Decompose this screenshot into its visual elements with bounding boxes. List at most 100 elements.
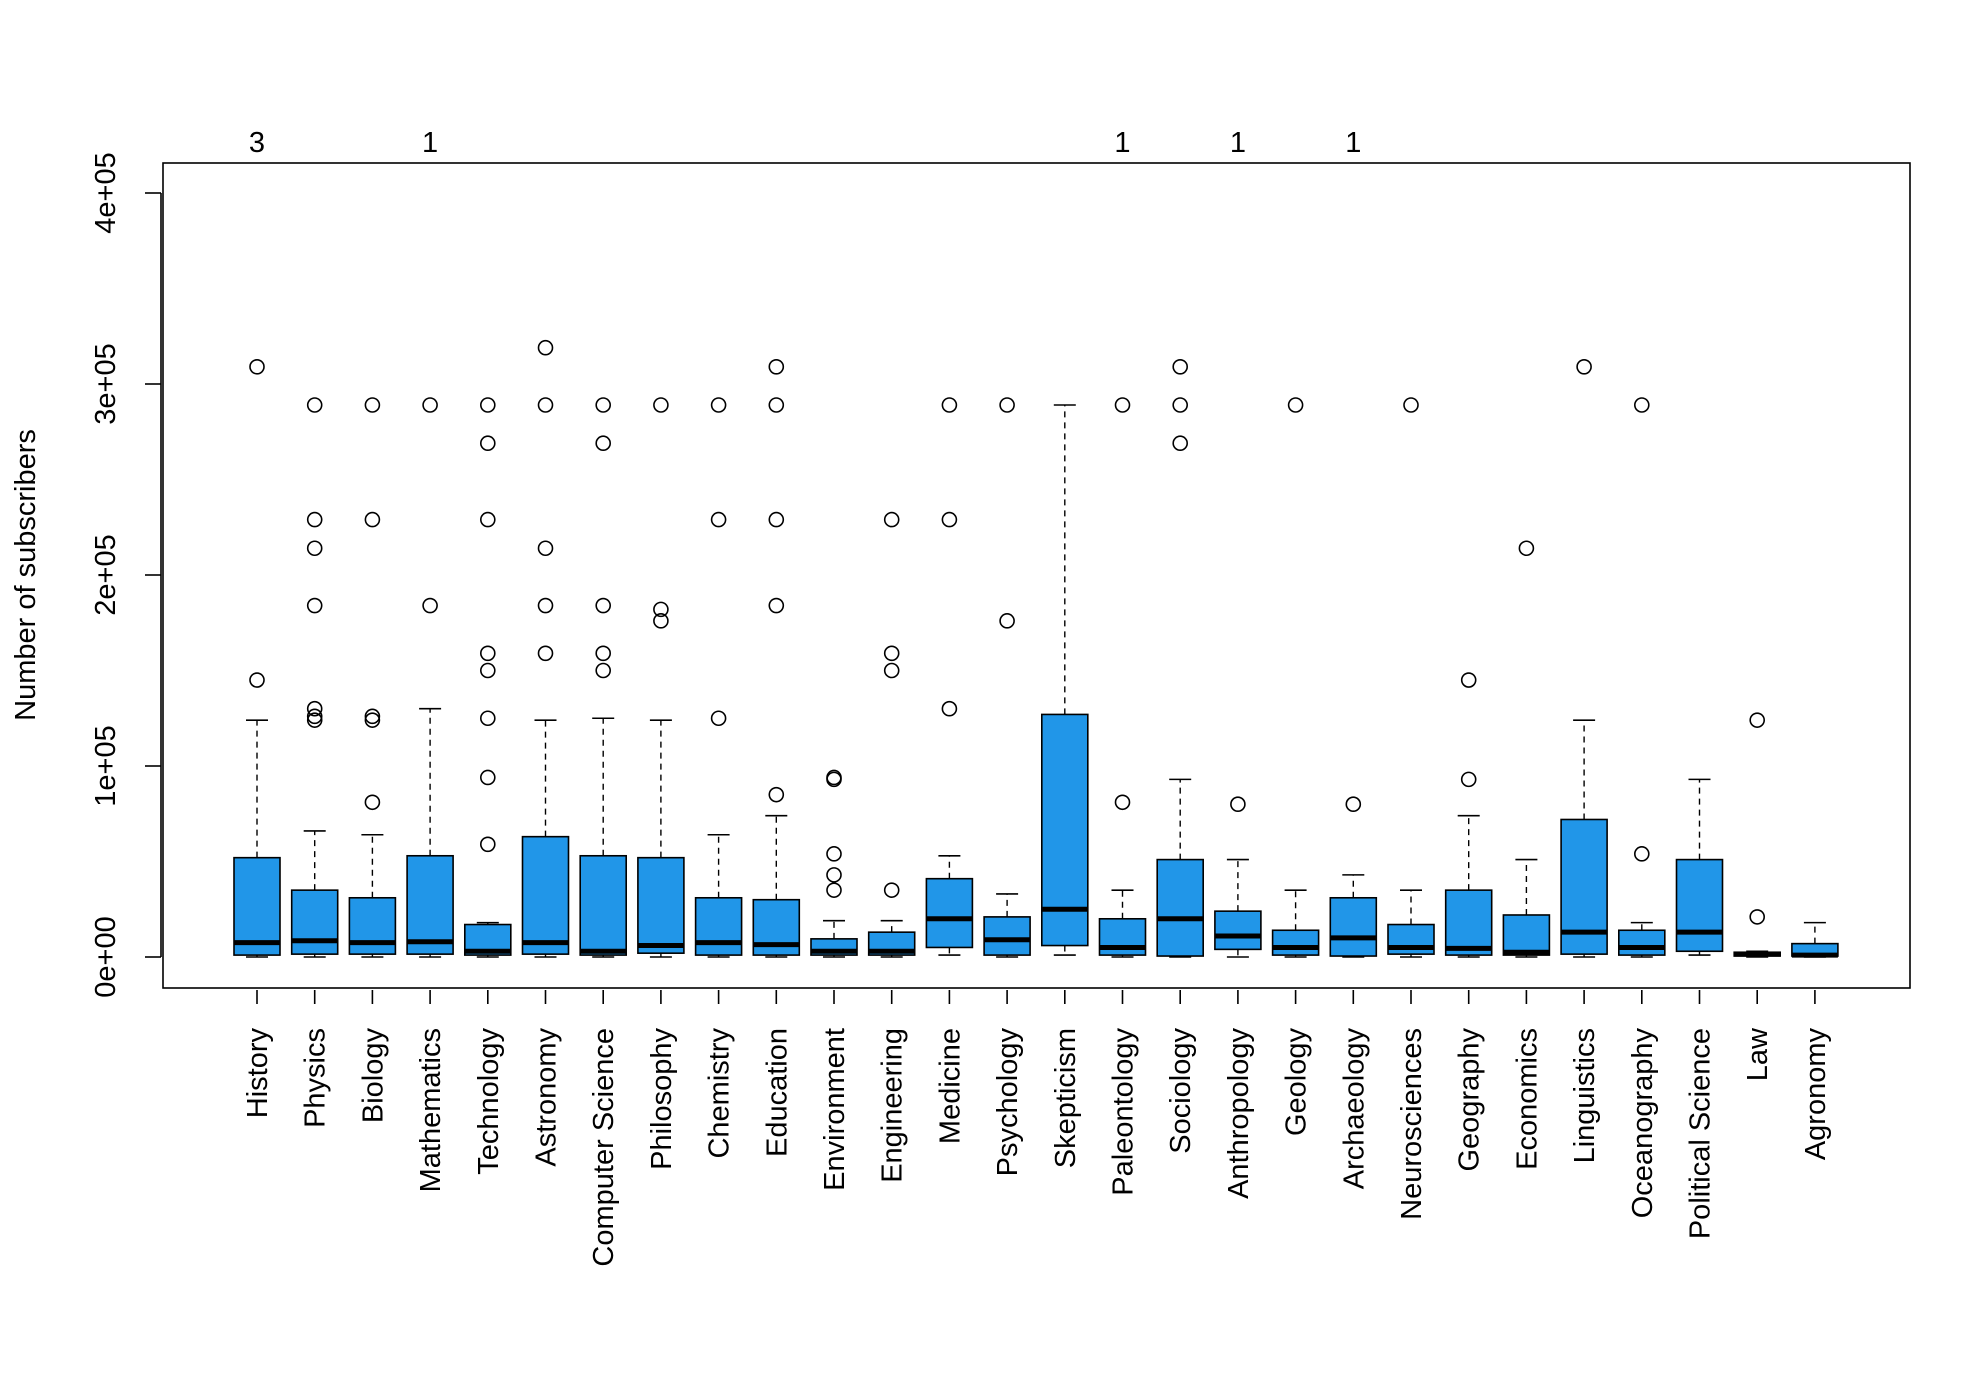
outlier-point — [883, 511, 900, 528]
box-23 — [1502, 540, 1551, 958]
box-6 — [521, 339, 570, 958]
outlier-point — [653, 613, 669, 629]
offscale-count-label: 1 — [1345, 127, 1361, 159]
box-10 — [752, 359, 801, 958]
outlier-point — [1460, 672, 1477, 688]
outlier-point — [1114, 794, 1131, 811]
x-category-label: Geography — [1454, 1028, 1486, 1172]
outlier-point — [422, 597, 438, 614]
outlier-point — [1749, 712, 1765, 728]
outlier-point — [1287, 397, 1304, 413]
outlier-point — [710, 511, 727, 528]
outlier-point — [537, 597, 554, 614]
box-rect — [925, 877, 974, 949]
outlier-point — [883, 662, 900, 679]
x-category-label: Anthropology — [1223, 1028, 1255, 1199]
outlier-point — [306, 397, 323, 413]
x-category-label: Education — [761, 1028, 793, 1157]
box-rect — [1214, 910, 1262, 951]
outlier-point — [364, 794, 381, 811]
x-category-label: Chemistry — [704, 1028, 736, 1159]
offscale-count-label: 3 — [249, 127, 265, 159]
outlier-point — [1634, 397, 1650, 413]
outlier-point — [653, 601, 669, 618]
x-category-label: Oceanography — [1627, 1028, 1659, 1219]
outlier-point — [653, 397, 669, 413]
x-category-label: Neurosciences — [1396, 1028, 1428, 1220]
outlier-point — [306, 540, 323, 557]
box-5 — [463, 397, 512, 958]
outlier-point — [595, 397, 612, 413]
outlier-point — [768, 511, 785, 528]
box-rect — [637, 856, 685, 954]
box-rect — [1329, 896, 1378, 957]
outlier-point — [479, 511, 496, 528]
box-1 — [233, 359, 281, 958]
x-category-label: Linguistics — [1569, 1028, 1601, 1163]
outlier-point — [1518, 540, 1535, 557]
outlier-point — [364, 712, 381, 728]
box-12 — [867, 511, 916, 958]
x-axis-labels: History Physics Biology Mathematics Technolo… — [242, 990, 1832, 1267]
outlier-point — [479, 710, 496, 727]
x-category-label: Economics — [1511, 1028, 1543, 1170]
x-category-label: Sociology — [1165, 1028, 1197, 1154]
outlier-point — [306, 700, 323, 717]
outlier-point — [537, 339, 554, 356]
outlier-point — [595, 435, 612, 452]
box-25 — [1618, 397, 1666, 958]
outlier-point — [249, 359, 265, 375]
outlier-point — [883, 882, 900, 898]
boxes-group — [233, 339, 1839, 958]
offscale-counts: 3 1 1 1 1 — [249, 127, 1361, 159]
outlier-point — [479, 435, 496, 452]
box-9 — [694, 397, 743, 958]
box-28 — [1791, 921, 1839, 958]
outlier-point — [999, 397, 1015, 413]
outlier-point — [768, 359, 785, 375]
x-category-label: Political Science — [1685, 1028, 1717, 1239]
box-rect — [290, 889, 339, 955]
box-26 — [1675, 778, 1724, 956]
x-category-label: History — [242, 1028, 274, 1119]
outlier-point — [999, 613, 1015, 629]
outlier-point — [768, 597, 785, 614]
offscale-count-label: 1 — [1230, 127, 1246, 159]
outlier-point — [826, 882, 842, 898]
box-27 — [1733, 712, 1781, 958]
box-rect — [521, 835, 570, 955]
outlier-point — [364, 708, 381, 725]
box-16 — [1098, 397, 1147, 958]
outlier-point — [537, 645, 554, 662]
box-rect — [1502, 914, 1551, 956]
x-category-label: Environment — [819, 1028, 851, 1191]
box-rect — [1675, 858, 1724, 953]
y-axis-title: Number of subscribers — [10, 429, 42, 721]
x-category-label: Paleontology — [1108, 1028, 1140, 1196]
box-21 — [1387, 397, 1435, 958]
outlier-point — [1114, 397, 1131, 413]
box-15 — [1041, 404, 1089, 956]
x-category-label: Medicine — [934, 1028, 966, 1144]
box-3 — [348, 397, 397, 958]
y-tick-label: 1e+05 — [90, 725, 122, 806]
x-category-label: Psychology — [992, 1028, 1024, 1177]
outlier-point — [595, 645, 612, 662]
box-22 — [1444, 672, 1493, 958]
box-17 — [1156, 359, 1204, 958]
box-11 — [810, 769, 858, 958]
box-rect — [406, 854, 454, 955]
outlier-point — [710, 710, 727, 727]
outlier-point — [710, 397, 727, 413]
x-category-label: Mathematics — [415, 1028, 447, 1192]
outlier-point — [1634, 846, 1650, 862]
outlier-point — [826, 846, 842, 862]
y-tick-label: 2e+05 — [90, 534, 122, 615]
box-18 — [1214, 796, 1262, 958]
box-rect — [1444, 889, 1493, 956]
outlier-point — [1230, 796, 1246, 813]
box-13 — [925, 397, 974, 956]
x-category-label: Engineering — [877, 1028, 909, 1183]
x-category-label: Law — [1742, 1027, 1774, 1081]
outlier-point — [479, 662, 496, 679]
